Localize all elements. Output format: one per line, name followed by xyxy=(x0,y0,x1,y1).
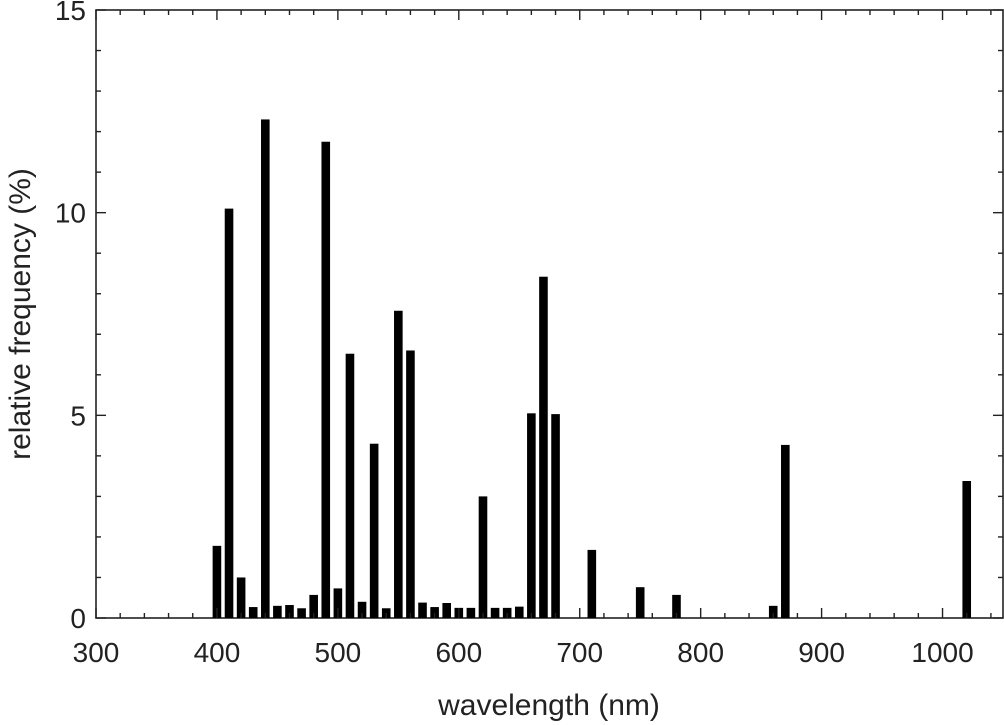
bar xyxy=(309,594,318,618)
y-tick-label: 0 xyxy=(70,603,86,634)
x-tick-label: 600 xyxy=(435,637,482,668)
bar xyxy=(273,605,282,618)
bar xyxy=(369,443,379,618)
bar xyxy=(527,413,536,618)
bar xyxy=(635,587,645,618)
bar xyxy=(236,577,246,618)
bar xyxy=(248,607,258,618)
x-tick-label: 700 xyxy=(556,637,603,668)
bar xyxy=(539,276,548,618)
bar xyxy=(406,350,415,618)
bar xyxy=(333,588,343,618)
bar xyxy=(490,607,500,618)
bar xyxy=(394,310,403,618)
bar xyxy=(261,119,270,618)
y-axis-label: relative frequency (%) xyxy=(4,168,37,460)
bar xyxy=(321,141,331,619)
bar xyxy=(768,605,778,618)
bar xyxy=(514,606,524,618)
bar xyxy=(672,594,681,618)
bar xyxy=(285,605,294,618)
x-tick-label: 1000 xyxy=(911,637,973,668)
x-tick-label: 400 xyxy=(194,637,241,668)
bar xyxy=(442,603,452,618)
x-axis-label: wavelength (nm) xyxy=(437,689,660,722)
bar xyxy=(781,444,790,618)
bar xyxy=(297,608,306,618)
x-tick-label: 800 xyxy=(677,637,724,668)
bar xyxy=(430,607,439,618)
bar xyxy=(212,545,222,618)
y-tick-label: 15 xyxy=(55,0,86,26)
plot-frame xyxy=(95,9,1004,619)
y-tick-label: 5 xyxy=(70,400,86,431)
tick-labels-group: 300 400 500 600 700 800 900 1000 0 5 10 15 xyxy=(55,0,974,668)
bar xyxy=(587,549,597,618)
bar xyxy=(478,496,488,618)
bar xyxy=(345,353,355,618)
x-tick-label: 300 xyxy=(73,637,120,668)
ticks-group xyxy=(95,9,1003,619)
bar xyxy=(357,601,367,618)
bars-group xyxy=(212,119,972,619)
bar xyxy=(224,208,234,619)
bar xyxy=(962,481,972,618)
x-tick-label: 500 xyxy=(315,637,362,668)
bar xyxy=(551,414,560,618)
y-tick-label: 10 xyxy=(55,198,86,229)
x-tick-label: 900 xyxy=(798,637,845,668)
bar xyxy=(502,607,512,618)
bar xyxy=(418,602,427,618)
bar xyxy=(466,607,476,618)
